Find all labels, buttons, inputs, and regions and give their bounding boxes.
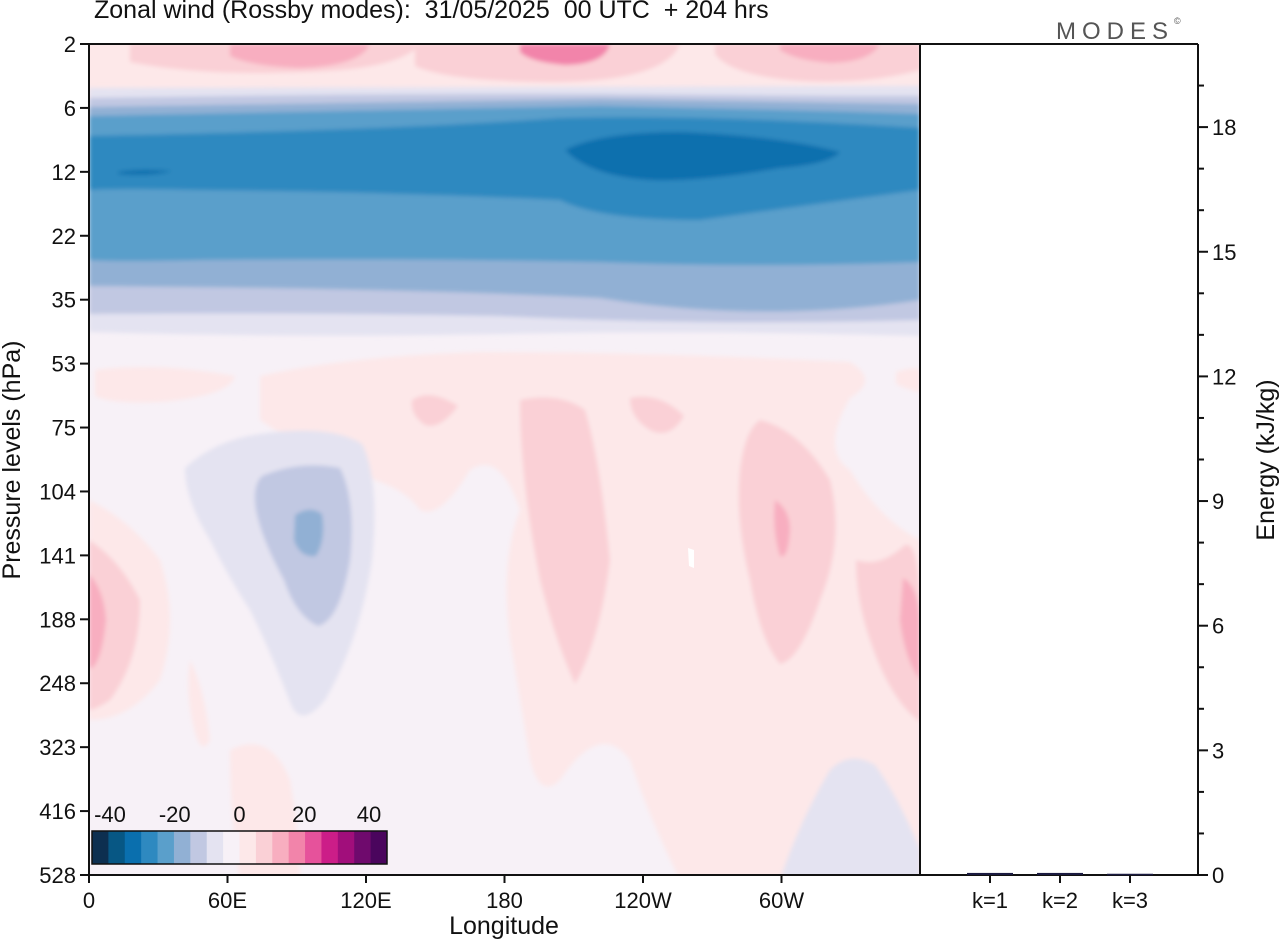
energy-axis: 0 3 6 9 12 15 18 — [1198, 84, 1236, 888]
category-label: k=3 — [1112, 888, 1148, 913]
y-tick-label: 22 — [52, 224, 76, 249]
colorbar-swatch — [272, 831, 290, 864]
y-tick-label: 6 — [64, 96, 76, 121]
y-tick-label: 104 — [39, 479, 76, 504]
pink-cell-2 — [520, 397, 610, 684]
upper-pink-patch-6 — [780, 44, 880, 63]
y-tick-label: 188 — [39, 607, 76, 632]
brand-mark: © — [1174, 16, 1181, 26]
energy-bar — [967, 872, 1013, 875]
x-tick-label: 120E — [340, 888, 391, 913]
colorbar-swatch — [337, 831, 355, 864]
colorbar-tick-label: -20 — [159, 802, 191, 827]
y-tick-label: 75 — [52, 416, 76, 441]
energy-bar — [1037, 872, 1083, 875]
energy-bar — [1107, 873, 1153, 876]
category-label: k=1 — [972, 888, 1008, 913]
blue-cell-3 — [294, 509, 324, 557]
jet-core — [565, 132, 840, 181]
colorbar-tick-label: 40 — [357, 802, 381, 827]
y-tick-label: 141 — [39, 543, 76, 568]
pink-cell-7 — [900, 578, 920, 680]
x-axis-label: Longitude — [449, 912, 559, 940]
y-tick-label: 248 — [39, 671, 76, 696]
colorbar-swatch — [321, 831, 339, 864]
upper-pink-patch-3 — [415, 44, 680, 82]
colorbar-swatch — [288, 831, 306, 864]
colorbar-swatch — [305, 831, 322, 864]
colorbar-frame — [91, 830, 388, 865]
pink-cell-1 — [411, 395, 458, 426]
chart-title: Zonal wind (Rossby modes): 31/05/2025 00… — [94, 0, 769, 24]
energy-tick-label: 15 — [1212, 240, 1236, 265]
y-tick-label: 12 — [52, 160, 76, 185]
y-tick-label: 53 — [52, 352, 76, 377]
y-tick-label: 35 — [52, 288, 76, 313]
colorbar-swatch — [92, 831, 109, 864]
colorbar-swatch — [141, 831, 158, 864]
pressure-axis: 2 6 12 22 35 53 75 104 141 188 248 323 416 528 — [39, 32, 89, 888]
brand-name: MODES — [1056, 18, 1175, 45]
pink-cell-10 — [896, 368, 920, 392]
x-tick-label: 180 — [486, 888, 523, 913]
x-tick-label: 60E — [208, 888, 247, 913]
energy-axis-label: Energy (kJ/kg) — [1252, 379, 1280, 540]
category-label: k=2 — [1042, 888, 1078, 913]
blue-cell-4 — [781, 758, 920, 875]
energy-tick-label: 6 — [1212, 614, 1224, 639]
pink-cell-3 — [630, 396, 684, 433]
colorbar-swatch — [124, 831, 142, 864]
modes-logo: MODES© — [1056, 16, 1181, 46]
y-tick-label: 528 — [39, 863, 76, 888]
energy-tick-label: 0 — [1212, 863, 1224, 888]
longitude-axis: 0 60E 120E 180 120W 60W — [83, 875, 804, 913]
energy-tick-label: 9 — [1212, 489, 1224, 514]
heatmap-field — [89, 44, 920, 875]
pink-region-1 — [95, 367, 235, 403]
y-axis-label: Pressure levels (hPa) — [0, 341, 26, 580]
colorbar-swatch — [255, 831, 273, 864]
pink-cell-8 — [89, 540, 140, 710]
energy-tick-label: 18 — [1212, 115, 1236, 140]
pink-region-4 — [188, 660, 210, 747]
upper-pink-patch-4 — [520, 44, 610, 65]
colorbar-swatch — [239, 831, 257, 864]
colorbar-swatch — [157, 831, 175, 864]
colorbar: -40 -20 0 20 40 — [91, 802, 388, 865]
white-fleck — [688, 548, 694, 568]
pink-cell-9 — [89, 574, 106, 668]
y-tick-label: 2 — [64, 32, 76, 57]
colorbar-tick-label: -40 — [94, 802, 126, 827]
x-tick-label: 0 — [83, 888, 95, 913]
colorbar-swatch — [108, 831, 126, 864]
colorbar-swatch — [190, 831, 208, 864]
energy-tick-label: 12 — [1212, 364, 1236, 389]
colorbar-tick-label: 20 — [292, 802, 316, 827]
colorbar-swatch — [206, 831, 224, 864]
pink-cell-5 — [774, 500, 790, 557]
y-tick-label: 416 — [39, 799, 76, 824]
energy-tick-label: 3 — [1212, 738, 1224, 763]
colorbar-swatch — [370, 831, 388, 864]
x-tick-label: 120W — [614, 888, 672, 913]
colorbar-tick-label: 0 — [233, 802, 245, 827]
colorbar-swatch — [173, 831, 191, 864]
x-tick-label: 60W — [759, 888, 804, 913]
upper-pink-patch-2 — [230, 44, 370, 68]
energy-bars: k=1 k=2 k=3 — [967, 872, 1153, 913]
y-tick-label: 323 — [39, 735, 76, 760]
colorbar-swatch — [354, 831, 372, 864]
colorbar-swatch — [223, 831, 240, 864]
jet-core-small — [118, 169, 172, 175]
